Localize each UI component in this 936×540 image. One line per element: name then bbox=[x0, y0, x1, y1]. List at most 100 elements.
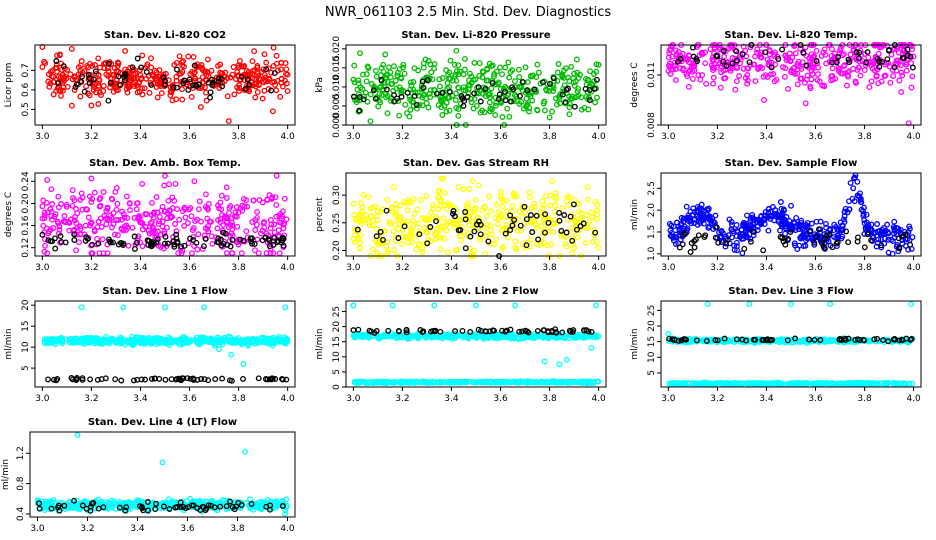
data-point bbox=[355, 77, 362, 84]
data-point bbox=[48, 186, 55, 193]
x-tick-label: 3.4 bbox=[444, 132, 459, 142]
data-point bbox=[471, 90, 478, 97]
data-point bbox=[495, 96, 502, 103]
data-point bbox=[879, 58, 886, 65]
data-point bbox=[410, 78, 417, 85]
data-point bbox=[797, 45, 804, 52]
data-point bbox=[90, 87, 97, 93]
data-point bbox=[251, 241, 258, 248]
data-point bbox=[453, 47, 460, 54]
data-point bbox=[110, 239, 116, 246]
data-point bbox=[406, 113, 413, 120]
data-point bbox=[170, 84, 177, 91]
data-point bbox=[231, 91, 238, 98]
data-point bbox=[215, 75, 222, 82]
data-point bbox=[198, 62, 205, 68]
data-point bbox=[475, 182, 482, 189]
data-point bbox=[367, 91, 374, 98]
data-point bbox=[121, 214, 128, 221]
data-point bbox=[129, 224, 136, 231]
data-point bbox=[461, 66, 468, 73]
data-point bbox=[846, 59, 853, 66]
data-point bbox=[794, 81, 801, 88]
data-point bbox=[768, 64, 775, 71]
data-point bbox=[71, 231, 78, 238]
data-point bbox=[790, 68, 797, 75]
data-point bbox=[255, 81, 262, 88]
data-point bbox=[112, 188, 119, 195]
data-point bbox=[249, 82, 256, 89]
data-point bbox=[466, 222, 473, 229]
data-point bbox=[63, 203, 70, 210]
data-point bbox=[856, 58, 863, 65]
data-point bbox=[783, 54, 790, 61]
data-point bbox=[193, 83, 200, 89]
data-point bbox=[164, 240, 171, 247]
data-point bbox=[139, 85, 145, 92]
y-tick-label: 20 bbox=[21, 299, 31, 311]
panel-title: Stan. Dev. Li-820 Temp. bbox=[724, 30, 857, 41]
data-point bbox=[259, 199, 266, 206]
data-point bbox=[382, 51, 389, 58]
data-point bbox=[547, 202, 554, 209]
data-point bbox=[60, 84, 67, 91]
data-point bbox=[541, 358, 548, 365]
data-point bbox=[228, 351, 235, 358]
data-point bbox=[495, 221, 501, 228]
data-point bbox=[222, 230, 229, 237]
data-point bbox=[202, 191, 209, 198]
data-point bbox=[908, 301, 915, 308]
y-tick-label: 1.0 bbox=[647, 246, 657, 261]
data-point bbox=[685, 83, 692, 90]
data-point bbox=[488, 231, 495, 238]
data-point bbox=[803, 52, 810, 59]
data-point bbox=[114, 63, 121, 69]
data-point bbox=[695, 72, 702, 79]
data-point bbox=[60, 218, 67, 225]
data-point bbox=[686, 59, 692, 66]
x-tick-label: 3.4 bbox=[133, 263, 148, 273]
data-point bbox=[592, 99, 599, 106]
data-point bbox=[142, 211, 149, 217]
data-point bbox=[39, 215, 46, 222]
data-point bbox=[88, 199, 95, 205]
data-point bbox=[378, 77, 385, 83]
data-point bbox=[491, 73, 497, 80]
y-tick-label: 0.20 bbox=[21, 193, 31, 213]
x-tick-label: 3.8 bbox=[231, 263, 246, 273]
data-point bbox=[173, 231, 180, 238]
data-point bbox=[99, 236, 106, 243]
data-point bbox=[486, 99, 493, 106]
panel-title: Stan. Dev. Line 2 Flow bbox=[413, 286, 538, 297]
data-point bbox=[842, 70, 849, 77]
data-point bbox=[827, 301, 834, 308]
data-point bbox=[788, 301, 794, 308]
data-point bbox=[283, 66, 290, 73]
data-point bbox=[873, 73, 880, 80]
points-group bbox=[350, 47, 602, 128]
data-point bbox=[876, 63, 883, 70]
data-point bbox=[721, 53, 728, 60]
data-point bbox=[173, 228, 180, 235]
data-point bbox=[154, 228, 161, 235]
data-point bbox=[519, 214, 526, 221]
data-point bbox=[884, 56, 891, 63]
data-point bbox=[243, 197, 249, 204]
data-point bbox=[552, 95, 559, 102]
data-point bbox=[699, 72, 706, 79]
data-point bbox=[409, 217, 416, 224]
data-point bbox=[400, 61, 407, 68]
data-point bbox=[51, 235, 58, 242]
data-point bbox=[665, 330, 672, 337]
data-point bbox=[526, 108, 532, 115]
data-point bbox=[792, 50, 799, 57]
x-tick-label: 4.0 bbox=[280, 132, 295, 142]
data-point bbox=[201, 304, 208, 311]
data-point bbox=[78, 190, 85, 197]
data-point bbox=[887, 79, 894, 86]
data-point bbox=[899, 72, 906, 79]
data-point bbox=[111, 231, 118, 238]
data-point bbox=[42, 236, 48, 243]
data-point bbox=[49, 201, 56, 207]
